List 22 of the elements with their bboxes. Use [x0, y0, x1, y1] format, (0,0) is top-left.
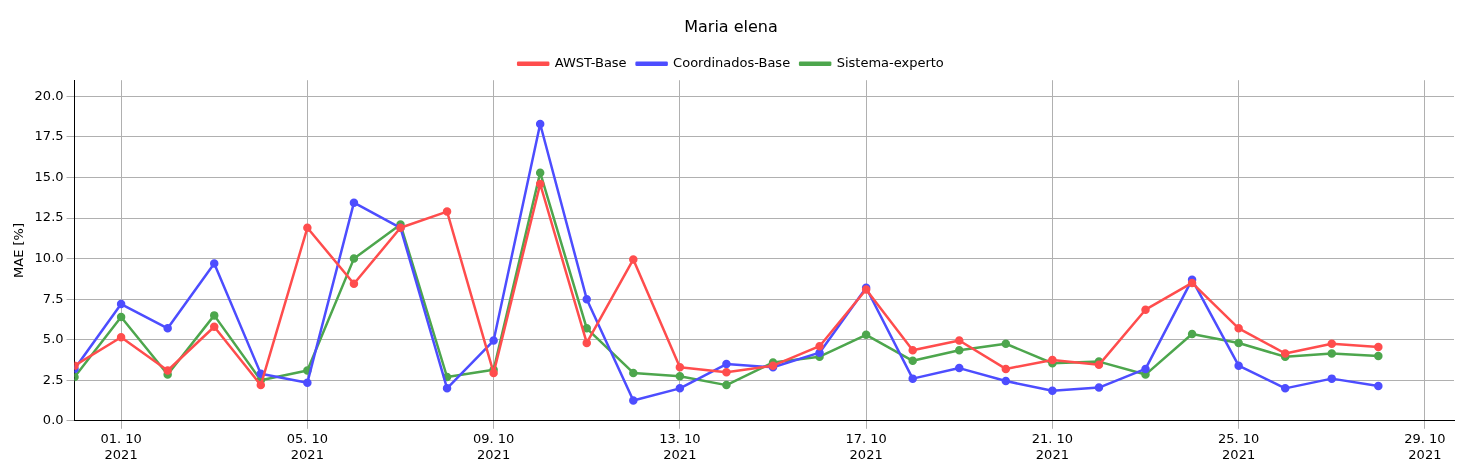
y-tick-label: 12.5: [34, 209, 64, 225]
chart-title: Maria elena: [684, 16, 778, 36]
y-tick-label: 5.0: [42, 331, 64, 347]
legend-label: Sistema-experto: [836, 55, 944, 71]
legend-label: AWST-Base: [554, 55, 627, 71]
y-tick-label: 15.0: [34, 168, 64, 184]
x-tick-label: 29. 10 2021: [1404, 430, 1446, 462]
y-axis-title: MAE [%]: [11, 223, 27, 278]
x-tick-label: 05. 10 2021: [286, 430, 329, 462]
x-tick-label: 09. 10 2021: [472, 430, 515, 462]
y-tick-label: 10.0: [34, 249, 64, 265]
x-tick-label: 01. 10 2021: [100, 430, 142, 462]
x-tick-label: 13. 10 2021: [659, 430, 701, 462]
x-tick-label: 17. 10 2021: [845, 430, 887, 462]
x-tick-label: 21. 10 2021: [1031, 430, 1074, 462]
x-tick-label: 25. 10 2021: [1217, 430, 1260, 462]
y-tick-label: 2.5: [42, 371, 64, 387]
y-tick-label: 0.0: [42, 412, 64, 428]
legend-label: Coordinados-Base: [673, 55, 791, 71]
y-tick-label: 7.5: [42, 290, 64, 306]
y-tick-label: 20.0: [34, 87, 64, 103]
y-tick-label: 17.5: [34, 128, 64, 144]
